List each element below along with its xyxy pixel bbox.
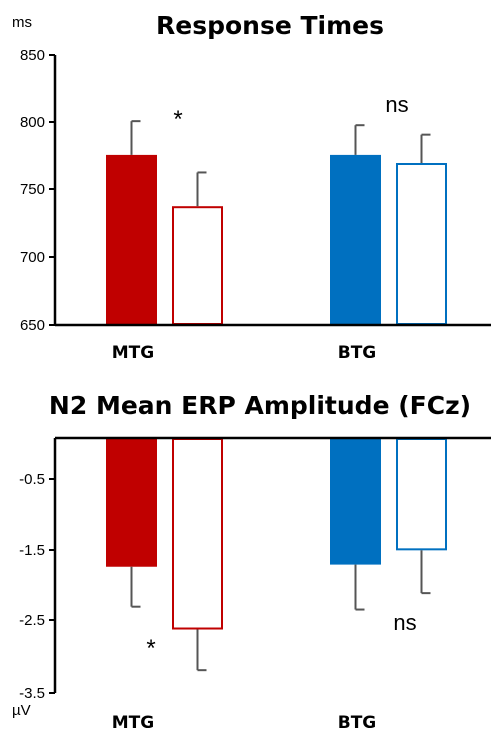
y-tick-label: 650 bbox=[20, 317, 45, 334]
y-tick-label: 800 bbox=[20, 114, 45, 131]
bar-mtg-filled bbox=[106, 154, 157, 325]
category-label: MTG bbox=[112, 343, 154, 363]
chart-title: N2 Mean ERP Amplitude (FCz) bbox=[49, 391, 471, 420]
category-label: BTG bbox=[338, 713, 377, 733]
bar-mtg-outline bbox=[172, 438, 223, 630]
category-label: MTG bbox=[112, 713, 154, 733]
y-tick-label: -1.5 bbox=[19, 542, 45, 559]
category-label: BTG bbox=[338, 343, 377, 363]
y-tick-label: -2.5 bbox=[19, 612, 45, 629]
y-axis-unit: ms bbox=[12, 14, 32, 31]
significance-star: * bbox=[146, 635, 155, 662]
y-tick-label: 700 bbox=[20, 249, 45, 266]
significance-ns: ns bbox=[393, 610, 416, 635]
bar-btg-filled bbox=[330, 154, 381, 325]
y-tick-label: 850 bbox=[20, 47, 45, 64]
bar-btg-filled bbox=[330, 438, 381, 565]
y-tick-label: 750 bbox=[20, 181, 45, 198]
bar-mtg-filled bbox=[106, 438, 157, 567]
bar-btg-outline bbox=[396, 438, 447, 551]
significance-star: * bbox=[173, 106, 182, 133]
bar-btg-outline bbox=[396, 163, 447, 325]
y-tick-label: -0.5 bbox=[19, 471, 45, 488]
bar-mtg-outline bbox=[172, 206, 223, 325]
y-axis-unit: µV bbox=[12, 702, 31, 719]
chart-title: Response Times bbox=[156, 11, 384, 40]
significance-ns: ns bbox=[385, 92, 408, 117]
y-tick-label: -3.5 bbox=[19, 685, 45, 702]
